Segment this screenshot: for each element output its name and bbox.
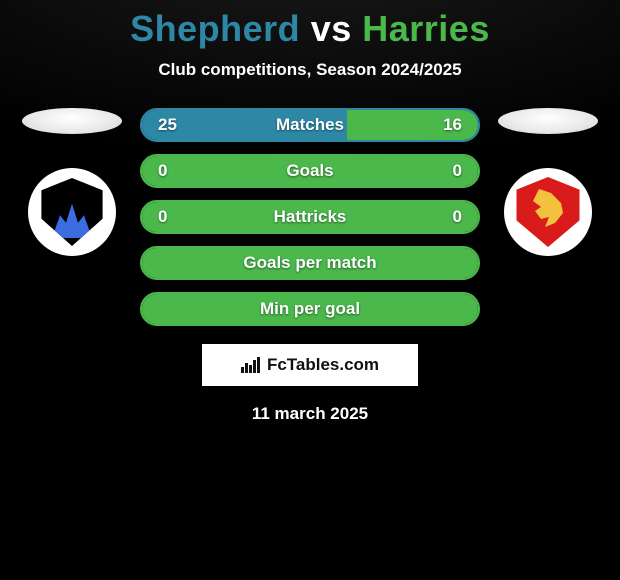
stat-right-value: 0 — [453, 161, 462, 181]
player2-name: Harries — [362, 8, 490, 49]
stat-bar-fill — [142, 156, 478, 186]
stat-bar: 0Hattricks0 — [140, 200, 480, 234]
stat-bar: Goals per match — [140, 246, 480, 280]
brand-box: FcTables.com — [202, 344, 418, 386]
subtitle: Club competitions, Season 2024/2025 — [0, 60, 620, 80]
stat-bar-fill — [142, 248, 478, 278]
stat-bar-fill — [142, 294, 478, 324]
infographic-root: Shepherd vs Harries Club competitions, S… — [0, 0, 620, 424]
stat-bar: Min per goal — [140, 292, 480, 326]
date-text: 11 march 2025 — [0, 404, 620, 424]
stat-left-value: 0 — [158, 161, 167, 181]
stat-bars: 25Matches16 0Goals0 0Hattricks0 Goals per m… — [140, 108, 480, 326]
player1-column — [22, 108, 122, 256]
stat-left-value: 0 — [158, 207, 167, 227]
player2-column — [498, 108, 598, 256]
stat-bar: 25Matches16 — [140, 108, 480, 142]
club2-crest-icon — [513, 177, 583, 247]
comparison-row: 25Matches16 0Goals0 0Hattricks0 Goals per m… — [0, 108, 620, 326]
stat-right-value: 16 — [443, 115, 462, 135]
brand-text: FcTables.com — [267, 355, 379, 375]
club2-logo — [504, 168, 592, 256]
club1-logo — [28, 168, 116, 256]
stat-bar: 0Goals0 — [140, 154, 480, 188]
stat-right-value: 0 — [453, 207, 462, 227]
headline: Shepherd vs Harries — [0, 8, 620, 50]
stat-bar-fill — [142, 202, 478, 232]
stat-bar-fill — [142, 110, 478, 140]
bar-chart-icon — [241, 357, 261, 373]
vs-separator: vs — [311, 8, 352, 49]
stat-left-value: 25 — [158, 115, 177, 135]
player2-silhouette — [498, 108, 598, 134]
club1-crest-icon — [38, 178, 106, 246]
player1-silhouette — [22, 108, 122, 134]
player1-name: Shepherd — [130, 8, 300, 49]
